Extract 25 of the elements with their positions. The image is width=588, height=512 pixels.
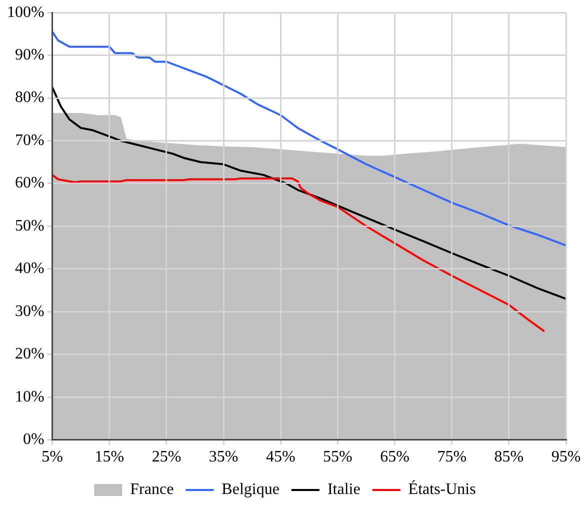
legend-label: Italie xyxy=(327,481,360,498)
y-tick-label: 60% xyxy=(15,174,44,192)
y-tick-label: 10% xyxy=(15,388,44,406)
y-tick-label: 80% xyxy=(15,89,44,106)
x-tick-label: 15% xyxy=(94,448,124,466)
y-tick-label: 70% xyxy=(15,132,44,149)
y-tick-label: 100% xyxy=(7,4,44,21)
x-tick-label: 95% xyxy=(551,448,581,466)
x-tick-label: 35% xyxy=(208,448,238,466)
y-tick-label: 20% xyxy=(15,346,44,363)
x-tick-label: 5% xyxy=(42,448,63,466)
x-tick-label: 55% xyxy=(323,448,352,466)
legend-label: Belgique xyxy=(222,481,280,498)
y-tick-label: 30% xyxy=(15,302,44,320)
x-tick-label: 45% xyxy=(266,448,296,466)
y-tick-label: 0% xyxy=(23,431,44,448)
x-tick-label: 75% xyxy=(437,448,467,466)
legend-label: France xyxy=(130,481,174,498)
x-tick-label: 85% xyxy=(494,448,524,466)
x-tick-label: 25% xyxy=(152,448,182,466)
legend-label: États-Unis xyxy=(408,480,476,498)
y-tick-label: 90% xyxy=(15,46,44,64)
x-tick-label: 65% xyxy=(380,448,410,466)
y-tick-label: 50% xyxy=(15,217,44,234)
y-tick-label: 40% xyxy=(15,260,44,278)
